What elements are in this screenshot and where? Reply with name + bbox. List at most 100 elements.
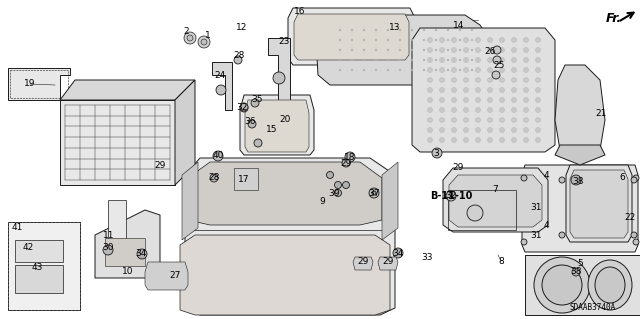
Circle shape — [184, 32, 196, 44]
Text: 1: 1 — [205, 31, 211, 40]
Circle shape — [499, 137, 504, 143]
Text: 27: 27 — [170, 271, 180, 279]
Circle shape — [524, 48, 529, 53]
Circle shape — [428, 98, 433, 102]
Circle shape — [234, 56, 242, 64]
Circle shape — [499, 57, 504, 63]
Circle shape — [476, 57, 481, 63]
Text: 29: 29 — [357, 257, 369, 266]
Text: 24: 24 — [214, 70, 226, 79]
Circle shape — [335, 182, 342, 189]
Circle shape — [451, 128, 456, 132]
Polygon shape — [412, 28, 555, 152]
Circle shape — [435, 69, 437, 71]
Polygon shape — [566, 165, 632, 242]
Circle shape — [103, 245, 113, 255]
Circle shape — [471, 49, 473, 51]
Circle shape — [488, 38, 493, 42]
Circle shape — [536, 108, 541, 113]
Circle shape — [411, 29, 413, 31]
Polygon shape — [316, 15, 490, 85]
Polygon shape — [212, 62, 232, 110]
Circle shape — [399, 59, 401, 61]
Ellipse shape — [588, 260, 632, 310]
Circle shape — [511, 117, 516, 122]
Text: 29: 29 — [382, 257, 394, 266]
Circle shape — [428, 128, 433, 132]
Text: 14: 14 — [453, 21, 465, 31]
Circle shape — [240, 103, 248, 111]
Polygon shape — [175, 80, 195, 185]
Circle shape — [273, 72, 285, 84]
Circle shape — [572, 268, 580, 276]
Circle shape — [428, 48, 433, 53]
Text: 15: 15 — [266, 125, 278, 135]
Circle shape — [399, 49, 401, 51]
Text: 32: 32 — [236, 102, 248, 112]
Polygon shape — [240, 95, 314, 155]
Polygon shape — [188, 162, 382, 225]
Circle shape — [631, 177, 637, 183]
Circle shape — [375, 49, 377, 51]
Circle shape — [492, 71, 500, 79]
Circle shape — [351, 29, 353, 31]
Circle shape — [339, 29, 341, 31]
Polygon shape — [182, 162, 198, 240]
Polygon shape — [382, 162, 398, 240]
Circle shape — [335, 189, 342, 197]
Circle shape — [411, 69, 413, 71]
Circle shape — [476, 38, 481, 42]
Circle shape — [463, 48, 468, 53]
Text: 22: 22 — [625, 213, 636, 222]
Circle shape — [536, 117, 541, 122]
Circle shape — [411, 49, 413, 51]
Circle shape — [387, 69, 389, 71]
Circle shape — [459, 29, 461, 31]
Circle shape — [476, 98, 481, 102]
Text: 41: 41 — [12, 224, 22, 233]
Circle shape — [499, 98, 504, 102]
Circle shape — [451, 38, 456, 42]
Circle shape — [423, 29, 425, 31]
Circle shape — [375, 69, 377, 71]
Circle shape — [451, 117, 456, 122]
Circle shape — [399, 69, 401, 71]
Circle shape — [248, 120, 256, 128]
Circle shape — [476, 108, 481, 113]
Circle shape — [536, 68, 541, 72]
Circle shape — [499, 68, 504, 72]
Circle shape — [440, 78, 445, 83]
Circle shape — [499, 78, 504, 83]
Polygon shape — [145, 262, 188, 290]
Circle shape — [488, 87, 493, 93]
Text: 17: 17 — [238, 174, 250, 183]
Circle shape — [476, 68, 481, 72]
Text: 34: 34 — [392, 249, 404, 257]
Circle shape — [488, 57, 493, 63]
Circle shape — [521, 239, 527, 245]
Circle shape — [440, 87, 445, 93]
Circle shape — [440, 108, 445, 113]
Circle shape — [631, 232, 637, 238]
Text: 31: 31 — [531, 203, 541, 211]
Bar — [8, 222, 80, 310]
Text: 28: 28 — [234, 51, 244, 61]
Circle shape — [372, 191, 376, 195]
Circle shape — [351, 59, 353, 61]
Circle shape — [428, 57, 433, 63]
Text: 3: 3 — [433, 149, 439, 158]
Circle shape — [198, 36, 210, 48]
Circle shape — [536, 48, 541, 53]
Circle shape — [463, 117, 468, 122]
Text: 11: 11 — [103, 231, 115, 240]
Circle shape — [511, 108, 516, 113]
Circle shape — [524, 68, 529, 72]
Circle shape — [499, 87, 504, 93]
Circle shape — [451, 57, 456, 63]
Circle shape — [254, 139, 262, 147]
Ellipse shape — [534, 257, 590, 313]
Circle shape — [511, 78, 516, 83]
Circle shape — [511, 57, 516, 63]
Circle shape — [524, 117, 529, 122]
Circle shape — [463, 78, 468, 83]
